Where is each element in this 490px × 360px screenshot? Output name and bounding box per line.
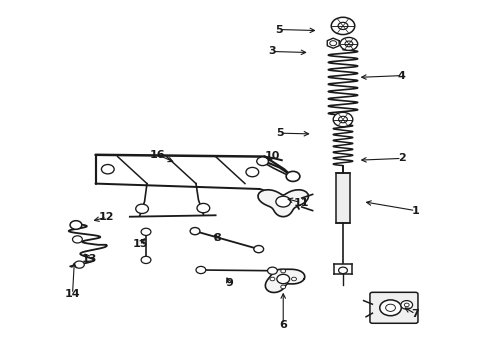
Circle shape [73, 236, 82, 243]
Circle shape [74, 261, 84, 268]
Circle shape [340, 37, 358, 50]
Circle shape [401, 301, 413, 309]
Text: 5: 5 [276, 128, 284, 138]
Circle shape [339, 267, 347, 274]
Polygon shape [265, 269, 305, 293]
Circle shape [338, 22, 348, 30]
Text: 6: 6 [279, 320, 287, 330]
Text: 8: 8 [213, 233, 221, 243]
Circle shape [190, 228, 200, 235]
Circle shape [276, 196, 291, 207]
Text: 5: 5 [275, 24, 283, 35]
Text: 14: 14 [65, 289, 80, 299]
Text: 9: 9 [225, 278, 233, 288]
Circle shape [380, 300, 401, 316]
Circle shape [270, 277, 275, 281]
Circle shape [330, 41, 337, 46]
Polygon shape [258, 190, 309, 217]
Text: 3: 3 [268, 46, 276, 57]
Text: 10: 10 [264, 150, 280, 161]
Circle shape [101, 165, 114, 174]
Circle shape [333, 112, 353, 127]
Circle shape [339, 116, 347, 123]
Text: 11: 11 [294, 198, 309, 208]
Text: 15: 15 [132, 239, 148, 249]
Bar [336, 173, 350, 223]
Text: 2: 2 [398, 153, 406, 163]
FancyBboxPatch shape [370, 292, 418, 323]
Text: 4: 4 [398, 71, 406, 81]
Circle shape [281, 269, 286, 273]
Circle shape [281, 285, 286, 289]
Text: 16: 16 [150, 150, 166, 160]
Polygon shape [327, 38, 339, 48]
Circle shape [141, 228, 151, 235]
Text: 12: 12 [99, 212, 115, 222]
Circle shape [257, 157, 269, 166]
Text: 1: 1 [412, 206, 419, 216]
Text: 7: 7 [412, 309, 419, 319]
Circle shape [70, 221, 82, 229]
Circle shape [136, 204, 148, 213]
Circle shape [246, 167, 259, 177]
Circle shape [386, 304, 395, 311]
Circle shape [404, 303, 409, 307]
Circle shape [141, 256, 151, 264]
Circle shape [331, 17, 355, 35]
Circle shape [254, 246, 264, 253]
Circle shape [268, 267, 277, 274]
Circle shape [197, 203, 210, 213]
Text: 13: 13 [82, 254, 98, 264]
Circle shape [277, 274, 290, 284]
Circle shape [292, 277, 296, 281]
Circle shape [196, 266, 206, 274]
Circle shape [286, 171, 300, 181]
Circle shape [345, 41, 353, 47]
